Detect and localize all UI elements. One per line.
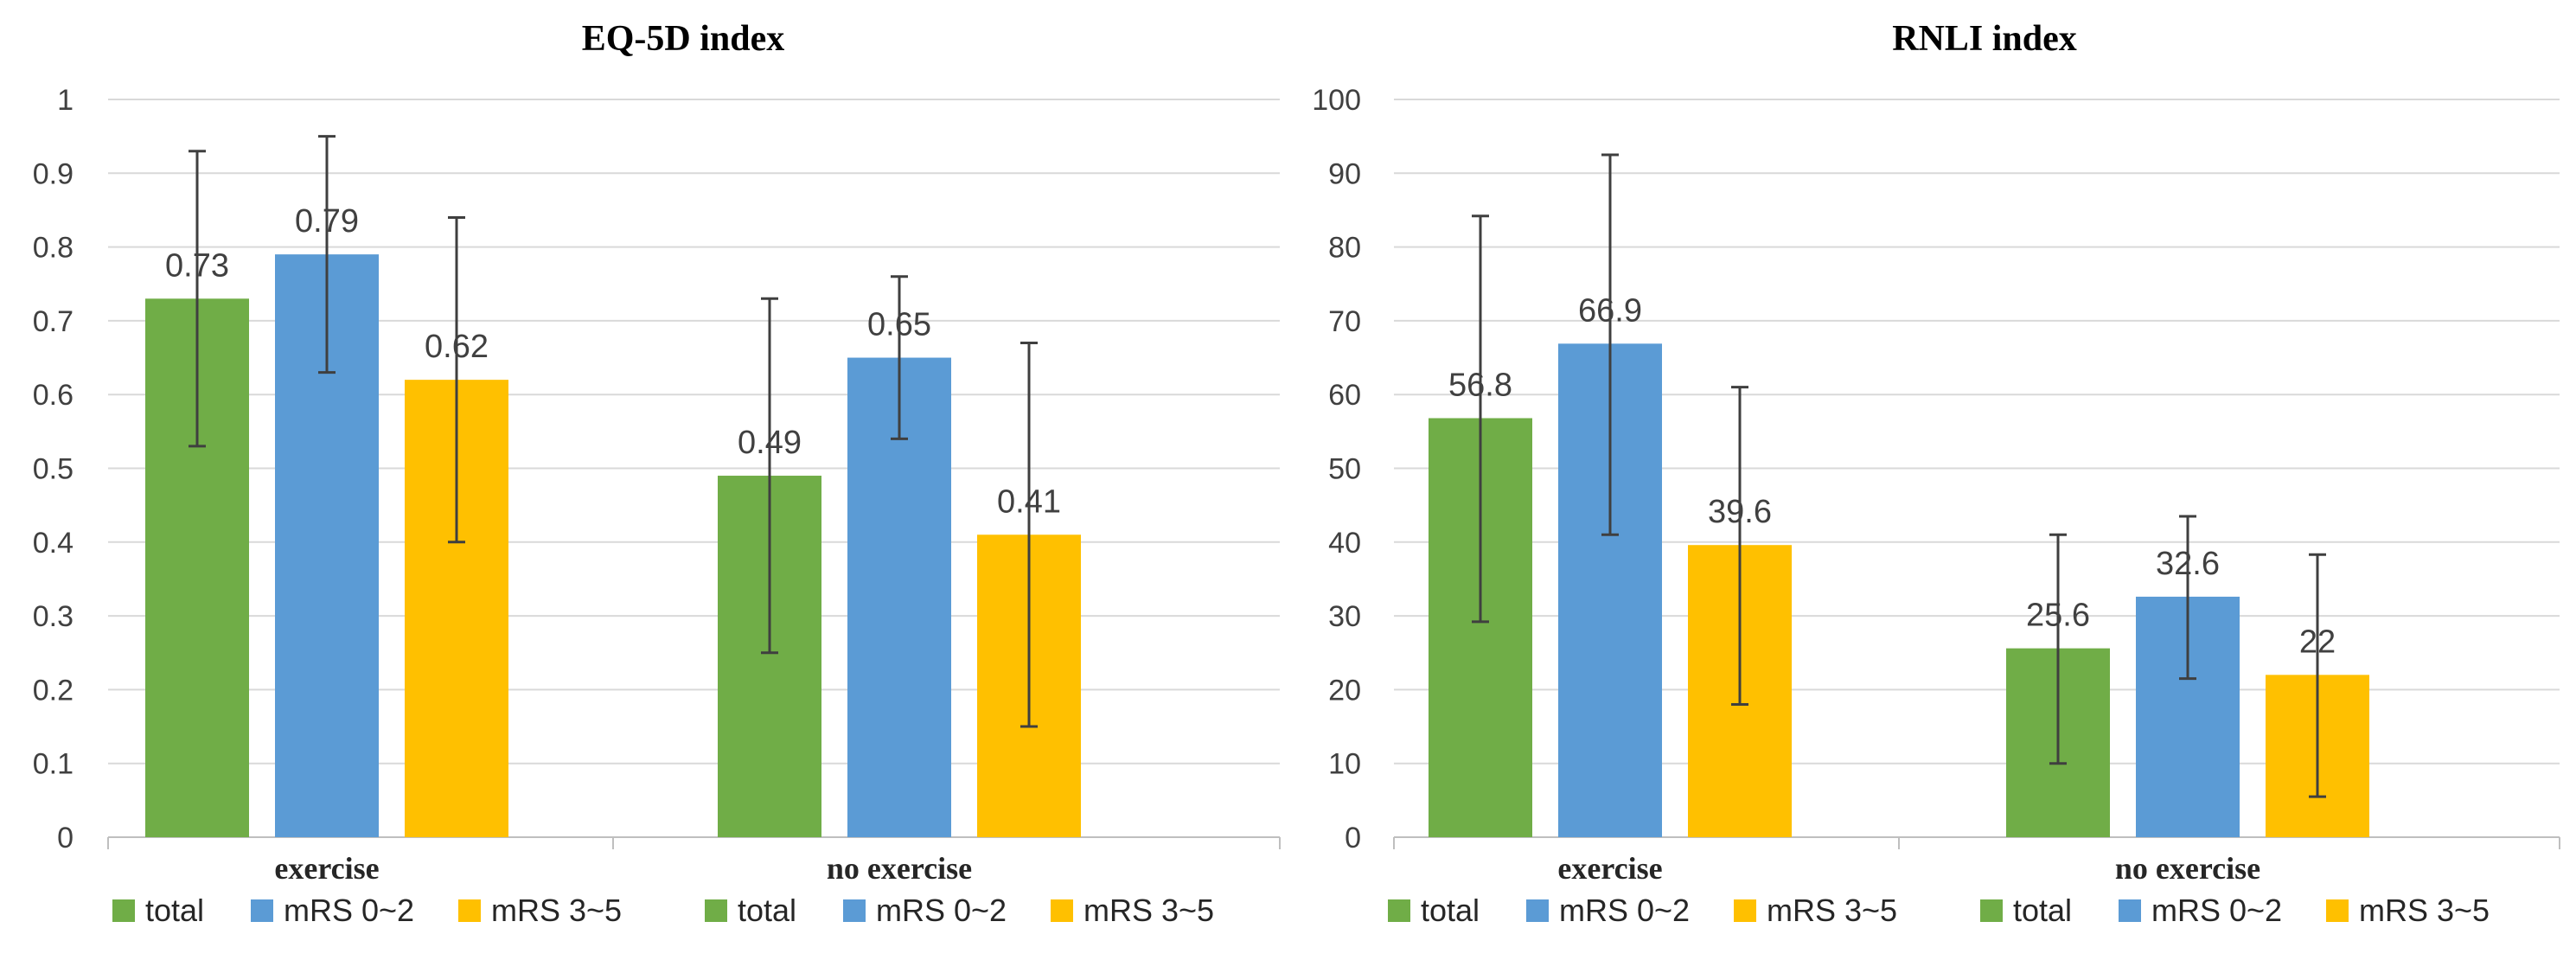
y-tick-label: 60 bbox=[1328, 379, 1361, 412]
legend-label: total bbox=[1421, 893, 1480, 928]
y-tick-label: 90 bbox=[1328, 157, 1361, 190]
category-label: exercise bbox=[274, 851, 379, 886]
y-tick-label: 80 bbox=[1328, 232, 1361, 265]
y-tick-label: 10 bbox=[1328, 748, 1361, 781]
y-tick-label: 0.9 bbox=[33, 157, 74, 190]
category-label: no exercise bbox=[2115, 851, 2260, 886]
legend-label: mRS 3~5 bbox=[491, 893, 622, 928]
category-label-layer: exercise no exercise bbox=[1557, 851, 2260, 886]
legend-label: mRS 3~5 bbox=[1083, 893, 1214, 928]
y-tick-label: 0.5 bbox=[33, 453, 74, 486]
legend-swatch bbox=[1980, 899, 2003, 922]
y-tick-label: 50 bbox=[1328, 453, 1361, 486]
y-tick-label: 0.1 bbox=[33, 748, 74, 781]
legend-label: mRS 3~5 bbox=[2359, 893, 2490, 928]
data-label: 0.65 bbox=[867, 307, 931, 343]
legend-swatch bbox=[112, 899, 135, 922]
legend-swatch bbox=[251, 899, 273, 922]
eq5d-chart: EQ-5D index 0 0.1 0.2 0.3 0.4 0.5 0.6 0.7 0.8 0.9… bbox=[33, 19, 1281, 928]
legend-label: total bbox=[2013, 893, 2072, 928]
data-label: 0.73 bbox=[165, 247, 229, 284]
y-tick-label: 0.4 bbox=[33, 527, 74, 560]
legend-swatch bbox=[705, 899, 727, 922]
y-tick-layer: 0 10 20 30 40 50 60 70 80 90 100 bbox=[1312, 84, 1361, 854]
legend: total mRS 0~2 mRS 3~5 total mRS 0~2 mRS 3~5 bbox=[112, 893, 1214, 928]
legend-label: total bbox=[738, 893, 796, 928]
y-tick-label: 40 bbox=[1328, 527, 1361, 560]
data-label: 0.49 bbox=[738, 425, 802, 461]
legend-label: total bbox=[145, 893, 204, 928]
legend-swatch bbox=[1051, 899, 1073, 922]
data-label: 56.8 bbox=[1448, 367, 1512, 403]
legend-swatch bbox=[2119, 899, 2141, 922]
chart-title: EQ-5D index bbox=[582, 19, 785, 59]
data-label: 22 bbox=[2299, 624, 2336, 660]
y-tick-label: 20 bbox=[1328, 674, 1361, 707]
legend-swatch bbox=[843, 899, 866, 922]
data-label: 0.79 bbox=[295, 203, 359, 240]
y-tick-label: 0.6 bbox=[33, 379, 74, 412]
y-tick-label: 0.2 bbox=[33, 674, 74, 707]
category-label-layer: exercise no exercise bbox=[274, 851, 972, 886]
y-tick-label: 100 bbox=[1312, 84, 1361, 117]
legend-label: mRS 0~2 bbox=[2151, 893, 2282, 928]
data-label: 0.41 bbox=[997, 483, 1061, 520]
legend-swatch bbox=[1734, 899, 1756, 922]
y-tick-label: 0 bbox=[1345, 822, 1361, 854]
y-tick-label: 1 bbox=[57, 84, 74, 117]
y-tick-label: 0.8 bbox=[33, 232, 74, 265]
category-label: no exercise bbox=[827, 851, 972, 886]
category-label: exercise bbox=[1557, 851, 1662, 886]
y-tick-label: 0.7 bbox=[33, 305, 74, 338]
legend-label: mRS 0~2 bbox=[876, 893, 1007, 928]
y-tick-label: 0.3 bbox=[33, 600, 74, 633]
legend-swatch bbox=[458, 899, 481, 922]
data-label: 39.6 bbox=[1708, 494, 1772, 530]
chart-title: RNLI index bbox=[1892, 19, 2077, 59]
data-label-layer: 0.73 0.79 0.62 0.49 0.65 0.41 bbox=[165, 203, 1061, 520]
legend-label: mRS 3~5 bbox=[1767, 893, 1897, 928]
legend: total mRS 0~2 mRS 3~5 total mRS 0~2 mRS 3~5 bbox=[1388, 893, 2490, 928]
y-tick-label: 0 bbox=[57, 822, 74, 854]
y-tick-label: 70 bbox=[1328, 305, 1361, 338]
y-tick-label: 30 bbox=[1328, 600, 1361, 633]
legend-swatch bbox=[1526, 899, 1549, 922]
error-bar-layer bbox=[1472, 153, 2326, 798]
bar-layer bbox=[145, 254, 1081, 837]
legend-swatch bbox=[2326, 899, 2349, 922]
y-tick-layer: 0 0.1 0.2 0.3 0.4 0.5 0.6 0.7 0.8 0.9 1 bbox=[33, 84, 74, 854]
data-label: 25.6 bbox=[2026, 598, 2090, 634]
error-bar-layer bbox=[189, 135, 1038, 728]
data-label: 66.9 bbox=[1578, 292, 1642, 329]
data-label: 32.6 bbox=[2156, 546, 2220, 582]
rnli-chart: RNLI index 0 10 20 30 40 50 60 70 80 90 100 56.8 66… bbox=[1312, 19, 2560, 928]
legend-label: mRS 0~2 bbox=[284, 893, 414, 928]
legend-label: mRS 0~2 bbox=[1559, 893, 1690, 928]
data-label: 0.62 bbox=[425, 329, 489, 365]
data-label-layer: 56.8 66.9 39.6 25.6 32.6 22 bbox=[1448, 292, 2336, 660]
legend-swatch bbox=[1388, 899, 1410, 922]
